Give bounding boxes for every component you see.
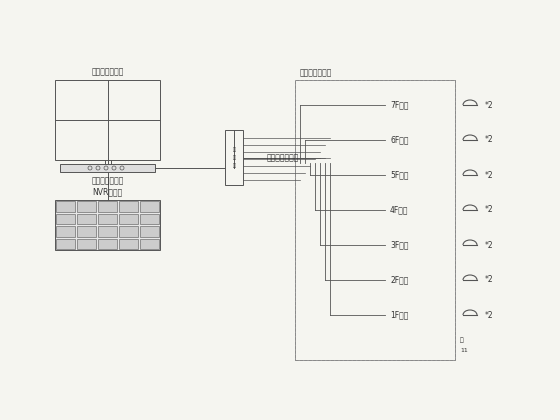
Text: *2: *2 (485, 171, 493, 179)
Bar (140, 239, 159, 249)
Text: 视: 视 (232, 147, 235, 152)
Text: 1F摄像: 1F摄像 (390, 310, 408, 320)
Text: 视频分配器箱体: 视频分配器箱体 (267, 153, 299, 162)
Bar (55, 200, 160, 250)
Bar (119, 239, 138, 249)
Text: *2: *2 (485, 205, 493, 215)
Text: *2: *2 (485, 241, 493, 249)
Bar (60, 164, 155, 172)
Bar (98, 213, 117, 224)
Bar (55, 80, 160, 160)
Text: 7F摄像: 7F摄像 (390, 100, 408, 110)
Text: 弱电井竖向线缆: 弱电井竖向线缆 (300, 68, 333, 77)
Bar (56, 213, 75, 224)
Bar (225, 130, 243, 185)
Text: *2: *2 (485, 310, 493, 320)
Bar (295, 80, 455, 360)
Bar (77, 226, 96, 236)
Text: 6F摄像: 6F摄像 (390, 136, 408, 144)
Bar (98, 201, 117, 212)
Bar (98, 239, 117, 249)
Bar (119, 226, 138, 236)
Text: 视频监控电视墙: 视频监控电视墙 (91, 67, 124, 76)
Text: NVR录像机: NVR录像机 (92, 187, 123, 196)
Bar (56, 226, 75, 236)
Text: 弱: 弱 (460, 337, 464, 343)
Bar (77, 239, 96, 249)
Text: 2F摄像: 2F摄像 (390, 276, 408, 284)
Text: 4F摄像: 4F摄像 (390, 205, 408, 215)
Text: 频: 频 (232, 155, 235, 160)
Bar (77, 201, 96, 212)
Bar (295, 80, 455, 360)
Text: 网络硬盘录像机: 网络硬盘录像机 (91, 176, 124, 185)
Text: *2: *2 (485, 136, 493, 144)
Text: 11: 11 (460, 347, 468, 352)
Bar (119, 213, 138, 224)
Bar (140, 213, 159, 224)
Text: *2: *2 (485, 276, 493, 284)
Text: 分: 分 (232, 163, 235, 168)
Text: *2: *2 (485, 100, 493, 110)
Bar (77, 213, 96, 224)
Text: 5F摄像: 5F摄像 (390, 171, 408, 179)
Text: 3F摄像: 3F摄像 (390, 241, 408, 249)
Bar (98, 226, 117, 236)
Bar (140, 201, 159, 212)
Bar (140, 226, 159, 236)
Bar (56, 201, 75, 212)
Bar (119, 201, 138, 212)
Bar (56, 239, 75, 249)
